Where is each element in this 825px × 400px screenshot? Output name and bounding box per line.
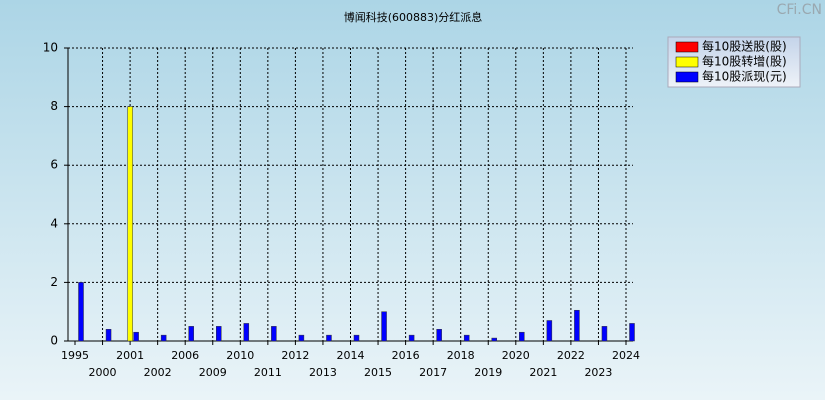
bar	[436, 329, 442, 342]
y-tick-label: 8	[50, 99, 58, 113]
x-tick-label: 2020	[502, 349, 530, 362]
bar	[546, 320, 553, 342]
bar	[629, 323, 635, 342]
legend-label: 每10股转增(股)	[702, 54, 787, 69]
x-tick-label: 2021	[529, 366, 557, 379]
x-tick-label: 2002	[144, 366, 172, 379]
legend-swatch	[675, 41, 699, 53]
y-tick-label: 0	[50, 334, 58, 348]
bar	[216, 326, 222, 342]
bar	[601, 326, 608, 342]
x-tick-label: 2016	[392, 349, 420, 362]
x-tick-label: 2011	[254, 366, 282, 379]
bar	[78, 282, 84, 342]
x-tick-label: 2023	[584, 366, 612, 379]
bar	[491, 337, 497, 342]
x-tick-label: 2022	[557, 349, 585, 362]
x-tick-label: 2006	[171, 349, 199, 362]
y-tick-label: 6	[50, 158, 58, 172]
y-tick-label: 2	[50, 275, 58, 289]
bar	[463, 334, 470, 342]
x-tick-label: 2013	[309, 366, 337, 379]
bar	[188, 326, 194, 342]
x-tick-label: 2001	[116, 349, 144, 362]
legend-label: 每10股派现(元)	[702, 69, 787, 84]
x-tick-label: 2017	[419, 366, 447, 379]
y-tick-label: 10	[43, 41, 58, 55]
watermark: CFi.CN	[777, 2, 822, 18]
bar	[243, 323, 250, 342]
x-tick-label: 2010	[226, 349, 254, 362]
x-tick-label: 2012	[281, 349, 309, 362]
x-tick-label: 2024	[612, 349, 640, 362]
bar	[133, 331, 139, 342]
chart-title: 博闻科技(600883)分红派息	[344, 10, 483, 24]
x-tick-label: 2000	[89, 366, 117, 379]
bar	[519, 331, 525, 342]
bar	[105, 329, 112, 342]
y-tick-label: 4	[50, 216, 58, 230]
bar	[326, 334, 332, 342]
bar	[160, 334, 167, 342]
bar	[298, 334, 305, 342]
x-tick-label: 2018	[447, 349, 475, 362]
x-tick-label: 2014	[337, 349, 365, 362]
bar	[574, 309, 580, 342]
x-tick-label: 2015	[364, 366, 392, 379]
bar	[408, 334, 415, 342]
legend-swatch	[675, 71, 699, 83]
x-tick-label: 2019	[474, 366, 502, 379]
x-tick-label: 2009	[199, 366, 227, 379]
bar	[271, 326, 277, 342]
legend-label: 每10股送股(股)	[702, 39, 787, 54]
bar	[353, 334, 360, 342]
bar	[127, 106, 133, 342]
legend-swatch	[675, 56, 699, 68]
x-tick-label: 1995	[61, 349, 89, 362]
bar	[381, 311, 387, 342]
